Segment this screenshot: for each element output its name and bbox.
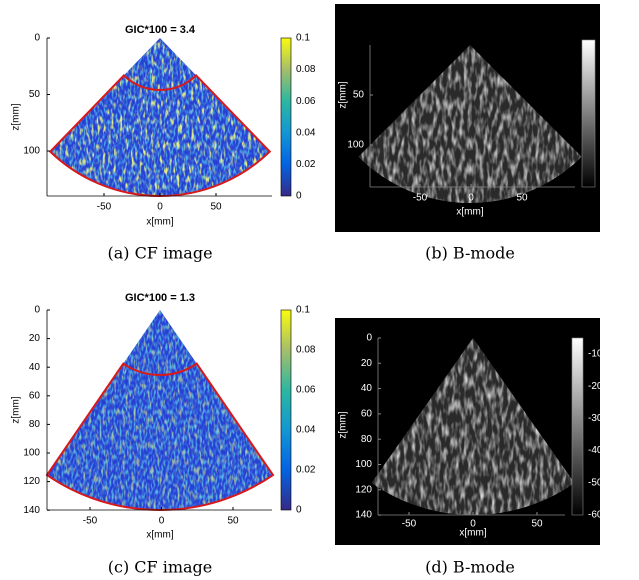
panel: -50 0 50 50 100 x[mm] z[mm] -10 -20 -30 -40 -50 -60 (… (335, 4, 615, 263)
y-tick-label: 0 (34, 305, 40, 316)
panel-title: GIC*100 = 3.4 (125, 24, 196, 36)
x-tick-label: 50 (516, 193, 528, 204)
region-outline (45, 362, 275, 511)
y-tick-label: 40 (361, 383, 373, 394)
colorbar-tick-label: -60 (600, 181, 615, 192)
panel-title: GIC*100 = 1.3 (125, 292, 195, 304)
y-tick-label: 20 (29, 333, 41, 344)
colorbar-tick-label: 0.1 (296, 305, 310, 316)
x-axis-label: x[mm] (146, 530, 173, 541)
colorbar-tick-label: 0.04 (296, 127, 316, 138)
colorbar-tick-label: -40 (600, 126, 615, 137)
colorbar-tick-label: 0.08 (296, 64, 316, 75)
region-outline (48, 73, 272, 197)
colorbar-tick-label: -50 (588, 477, 603, 488)
y-tick-label: 60 (361, 409, 373, 420)
colorbar-tick-label: 0.02 (296, 465, 316, 476)
colorbar-tick-label: 0.04 (296, 425, 316, 436)
y-tick-label: 50 (29, 89, 41, 100)
y-tick-label: 100 (355, 459, 372, 470)
y-tick-label: 100 (347, 140, 364, 151)
y-tick-label: 60 (29, 390, 41, 401)
colorbar-tick-label: 0.02 (296, 159, 316, 170)
colorbar-tick-label: -50 (600, 153, 615, 164)
y-tick-label: 0 (34, 33, 40, 44)
y-tick-label: 20 (361, 358, 373, 369)
x-tick-label: -50 (83, 516, 98, 527)
colorbar-tick-label: -20 (588, 381, 603, 392)
x-tick-label: -50 (97, 202, 112, 213)
x-tick-label: 0 (157, 202, 163, 213)
y-tick-label: 0 (366, 333, 372, 344)
colorbar-tick-label: 0 (296, 191, 302, 202)
colorbar-tick-label: -10 (588, 349, 603, 360)
x-axis-label: x[mm] (146, 217, 173, 228)
colorbar-tick-label: -10 (600, 44, 615, 55)
colorbar-tick-label: 0.08 (296, 345, 316, 356)
x-tick-label: -50 (402, 519, 417, 530)
speckle-texture (50, 38, 270, 196)
y-axis-label: z[mm] (338, 81, 349, 108)
x-axis-label: x[mm] (459, 528, 486, 539)
y-tick-label: 140 (355, 510, 372, 521)
colorbar-tick-label: 0 (296, 505, 302, 516)
x-tick-label: 50 (210, 202, 222, 213)
panel: -50 0 50 0 20 40 60 80 100 120 140 x[mm] z[mm] 0.1 0.0… (11, 292, 316, 577)
panel: -50 0 50 0 50 100 x[mm] z[mm] 0.1 0.08 0.06 0.04 0.0… (11, 24, 316, 263)
speckle (50, 38, 270, 196)
y-tick-label: 50 (353, 90, 365, 101)
panel: -50 0 50 0 20 40 60 80 100 120 140 x[mm] z[mm] -10 -20… (335, 318, 603, 577)
y-tick-label: 100 (23, 448, 40, 459)
caption: (c) CF image (108, 558, 213, 577)
colorbar-tick-label: -30 (600, 98, 615, 109)
colorbar-tick-label: 0.06 (296, 96, 316, 107)
caption: (d) B-mode (425, 558, 515, 577)
colorbar (581, 39, 596, 188)
x-tick-label: 50 (531, 519, 543, 530)
colorbar (280, 37, 292, 197)
y-tick-label: 120 (355, 484, 372, 495)
x-axis-label: x[mm] (456, 207, 483, 218)
x-tick-label: 0 (468, 193, 474, 204)
y-tick-label: 80 (29, 419, 41, 430)
colorbar-tick-label: -30 (588, 413, 603, 424)
speckle (47, 310, 273, 510)
caption: (b) B-mode (425, 244, 515, 263)
y-tick-label: 100 (23, 146, 40, 157)
colorbar-tick-label: -40 (588, 445, 603, 456)
caption: (a) CF image (107, 244, 212, 263)
y-tick-label: 40 (29, 362, 41, 373)
y-axis-label: z[mm] (11, 396, 22, 423)
x-tick-label: -50 (413, 193, 428, 204)
colorbar (571, 337, 584, 516)
colorbar-tick-label: 0.06 (296, 385, 316, 396)
y-tick-label: 80 (361, 434, 373, 445)
x-tick-label: 0 (470, 519, 476, 530)
speckle-texture (47, 310, 273, 510)
colorbar-tick-label: -60 (588, 510, 603, 521)
y-tick-label: 140 (23, 505, 40, 516)
x-tick-label: 50 (227, 516, 239, 527)
colorbar (280, 309, 292, 511)
colorbar-tick-label: 0.1 (296, 33, 310, 44)
colorbar-tick-label: -20 (600, 71, 615, 82)
x-tick-label: 0 (159, 516, 165, 527)
y-tick-label: 120 (23, 476, 40, 487)
y-axis-label: z[mm] (11, 103, 22, 130)
y-axis-label: z[mm] (338, 411, 349, 438)
